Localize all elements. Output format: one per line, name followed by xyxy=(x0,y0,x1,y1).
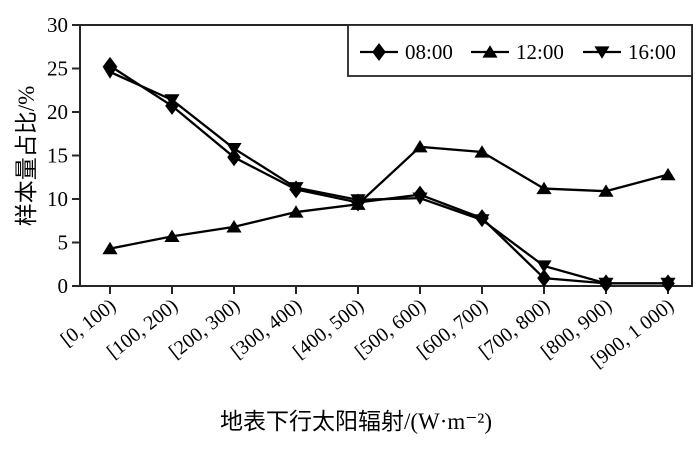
diamond-marker xyxy=(537,269,551,288)
triangle-up-marker xyxy=(412,140,428,153)
diamond-marker xyxy=(475,209,489,228)
legend-item-08-00: 08:00 xyxy=(360,40,453,64)
triangle-up-marker xyxy=(164,229,180,243)
y-axis-tick-label: 20 xyxy=(47,100,68,124)
series-group xyxy=(102,56,676,293)
triangle-up-icon xyxy=(482,45,498,58)
series-12-00 xyxy=(102,140,676,255)
y-axis-tick-label: 15 xyxy=(47,144,68,168)
diamond-marker xyxy=(103,56,117,75)
y-axis-title: 样本量占比/% xyxy=(14,86,39,227)
triangle-up-marker xyxy=(474,145,490,158)
diamond-marker xyxy=(227,148,241,167)
triangle-up-marker xyxy=(226,220,242,233)
legend: 08:00 12:00 16:00 xyxy=(347,24,693,77)
triangle-up-marker xyxy=(288,205,304,218)
y-axis-tick-label: 25 xyxy=(47,57,68,81)
legend-label: 16:00 xyxy=(628,40,676,64)
y-axis-tick-label: 5 xyxy=(58,231,69,255)
diamond-marker xyxy=(661,274,675,293)
triangle-up-marker xyxy=(598,184,614,197)
diamond-marker xyxy=(413,185,427,204)
diamond-marker xyxy=(351,193,365,212)
diamond-icon xyxy=(372,43,386,61)
legend-label: 12:00 xyxy=(516,40,564,64)
legend-item-16-00: 16:00 xyxy=(583,40,676,64)
legend-box xyxy=(347,24,693,77)
triangle-down-marker xyxy=(536,260,552,273)
legend-label: 08:00 xyxy=(405,40,453,64)
triangle-up-marker xyxy=(536,181,552,195)
x-axis-title: 地表下行太阳辐射/(W·m⁻²) xyxy=(220,409,492,434)
triangle-down-icon xyxy=(594,46,610,59)
y-axis-tick-label: 0 xyxy=(58,274,69,298)
triangle-up-marker xyxy=(102,241,118,255)
x-axis: [0, 100)[100, 200)[200, 300)[300, 400)[4… xyxy=(57,286,678,372)
diamond-marker xyxy=(165,96,179,115)
y-axis: 0 5 10 15 20 25 30 xyxy=(47,13,80,298)
series-08-00 xyxy=(103,56,675,293)
triangle-up-marker xyxy=(660,167,676,181)
diamond-marker xyxy=(289,180,303,199)
series-line-08-00 xyxy=(109,64,668,285)
diamond-marker xyxy=(599,274,613,293)
y-axis-tick-label: 30 xyxy=(47,13,68,37)
legend-item-12-00: 12:00 xyxy=(471,40,564,64)
series-line-12-00 xyxy=(109,145,669,250)
y-axis-tick-label: 10 xyxy=(47,187,68,211)
